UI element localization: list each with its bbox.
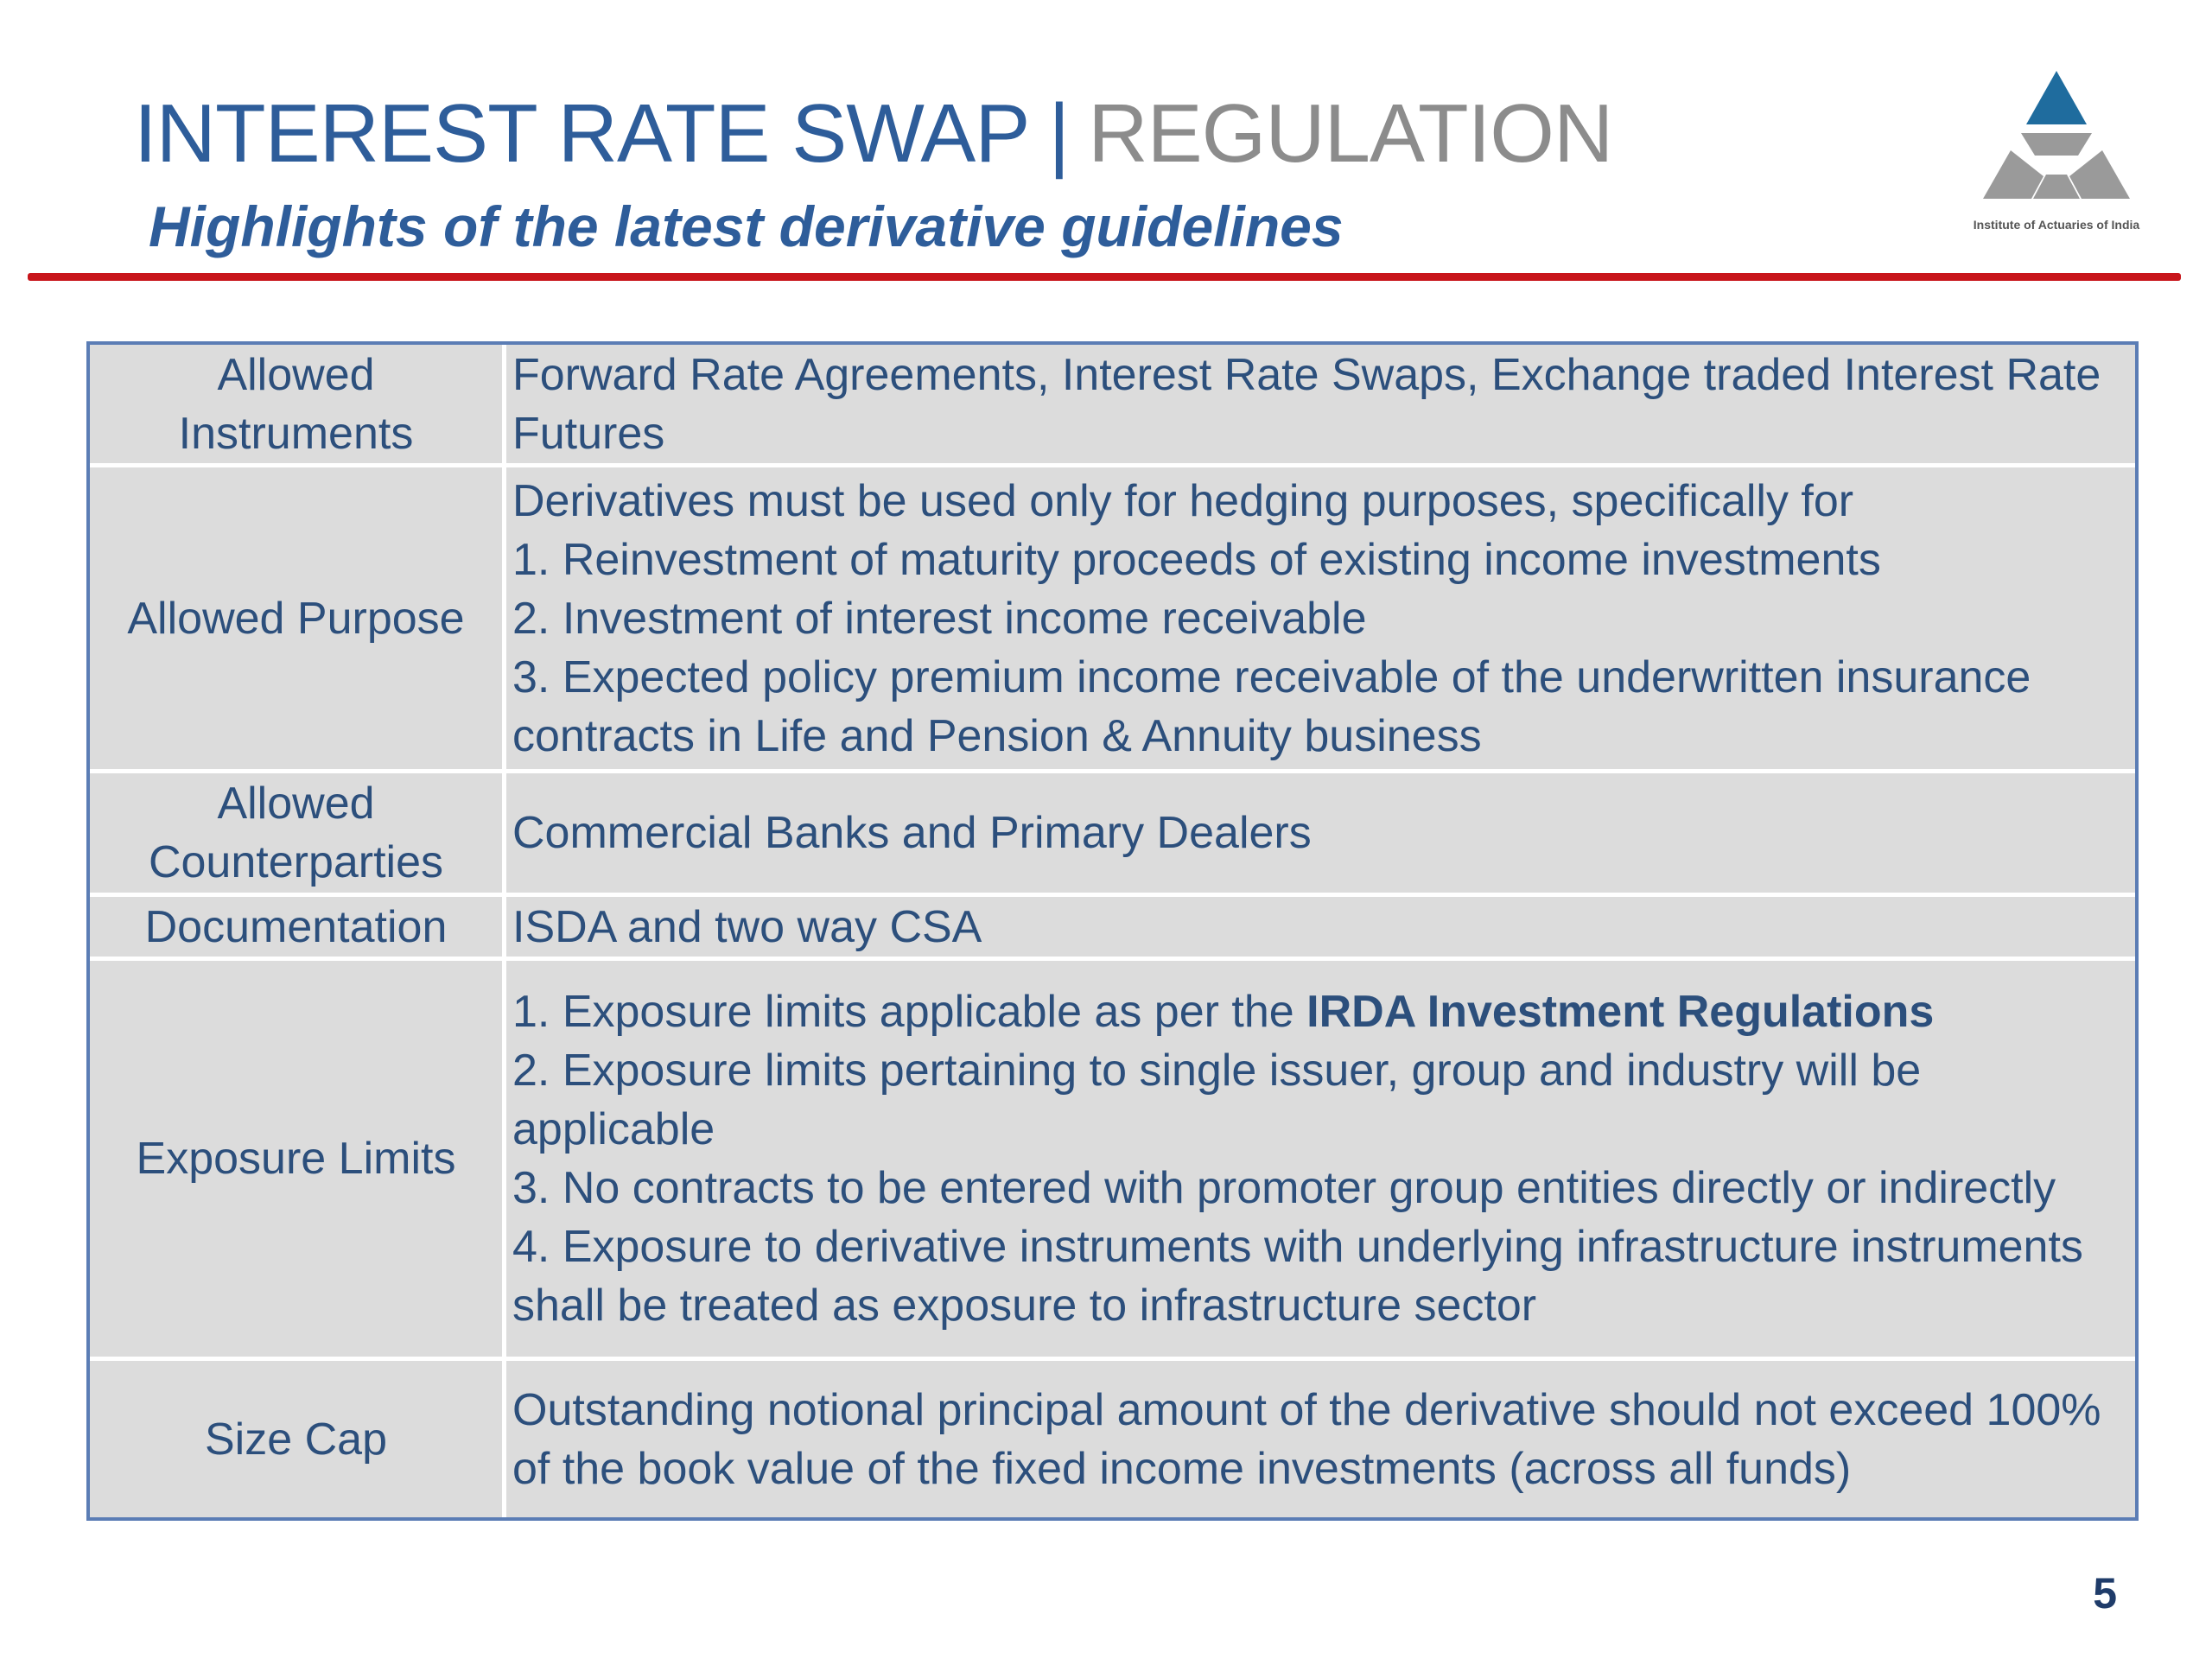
logo-right-leg [2069, 150, 2130, 199]
institute-of-actuaries-logo-icon: Institute of Actuaries of India [1948, 71, 2164, 244]
table-row-exposure-limits: Exposure Limits 1. Exposure limits appli… [90, 961, 2135, 1361]
regulation-table: Allowed Instruments Forward Rate Agreeme… [86, 341, 2139, 1521]
row-label: Documentation [90, 897, 506, 957]
table-row-allowed-counterparties: Allowed Counterparties Commercial Banks … [90, 773, 2135, 897]
row-label: Allowed Counterparties [90, 773, 506, 893]
exposure-line1-prefix: 1. Exposure limits applicable as per the [512, 987, 1307, 1037]
row-value-line: 3. No contracts to be entered with promo… [512, 1163, 2056, 1213]
row-value-line: 4. Exposure to derivative instruments wi… [512, 1222, 2083, 1331]
irda-regulations-emphasis: IRDA Investment Regulations [1306, 987, 1935, 1037]
row-value-line: Outstanding notional principal amount of… [512, 1384, 2101, 1494]
row-value-line: 2. Investment of interest income receiva… [512, 593, 1367, 644]
table-row-allowed-purpose: Allowed Purpose Derivatives must be used… [90, 467, 2135, 773]
slide-subtitle: Highlights of the latest derivative guid… [149, 194, 1344, 258]
title-secondary: REGULATION [1088, 87, 1613, 180]
logo-text: Institute of Actuaries of India [1973, 218, 2140, 232]
row-value-line: Derivatives must be used only for hedgin… [512, 475, 1854, 526]
table-row-documentation: Documentation ISDA and two way CSA [90, 897, 2135, 961]
logo-left-leg [1983, 150, 2044, 199]
row-value-line: Forward Rate Agreements, Interest Rate S… [512, 349, 2101, 459]
header-divider [28, 273, 2181, 281]
row-value-line: Commercial Banks and Primary Dealers [512, 808, 1312, 858]
row-value-line: ISDA and two way CSA [512, 901, 982, 952]
row-value-line: 2. Exposure limits pertaining to single … [512, 1046, 1922, 1154]
row-label: Size Cap [90, 1361, 506, 1517]
logo-center-base [2033, 175, 2080, 199]
table-row-size-cap: Size Cap Outstanding notional principal … [90, 1361, 2135, 1517]
row-label: Allowed Instruments [90, 345, 506, 463]
row-label: Allowed Purpose [90, 467, 506, 769]
title-primary: INTEREST RATE SWAP [134, 87, 1030, 180]
title-separator: | [1048, 87, 1070, 180]
row-value: Derivatives must be used only for hedgin… [511, 467, 2135, 769]
row-value: 1. Exposure limits applicable as per the… [511, 961, 2135, 1357]
logo-mark [1983, 71, 2130, 199]
row-value-line: 1. Exposure limits applicable as per the… [512, 982, 2123, 1041]
logo-middle-bar [2021, 133, 2092, 156]
row-value-line: 1. Reinvestment of maturity proceeds of … [512, 534, 1881, 585]
row-value: Outstanding notional principal amount of… [511, 1361, 2135, 1517]
row-value: Commercial Banks and Primary Dealers [511, 773, 2135, 893]
slide-title: INTEREST RATE SWAP | REGULATION [134, 82, 1613, 186]
row-value: ISDA and two way CSA [511, 897, 2135, 957]
slide-header: INTEREST RATE SWAP | REGULATION Highlights… [0, 0, 2212, 285]
row-value: Forward Rate Agreements, Interest Rate S… [511, 345, 2135, 463]
row-value-line: 3. Expected policy premium income receiv… [512, 652, 2031, 761]
page-number: 5 [2093, 1569, 2117, 1618]
row-label: Exposure Limits [90, 961, 506, 1357]
logo-top-triangle [2026, 71, 2087, 124]
table-row-allowed-instruments: Allowed Instruments Forward Rate Agreeme… [90, 345, 2135, 467]
